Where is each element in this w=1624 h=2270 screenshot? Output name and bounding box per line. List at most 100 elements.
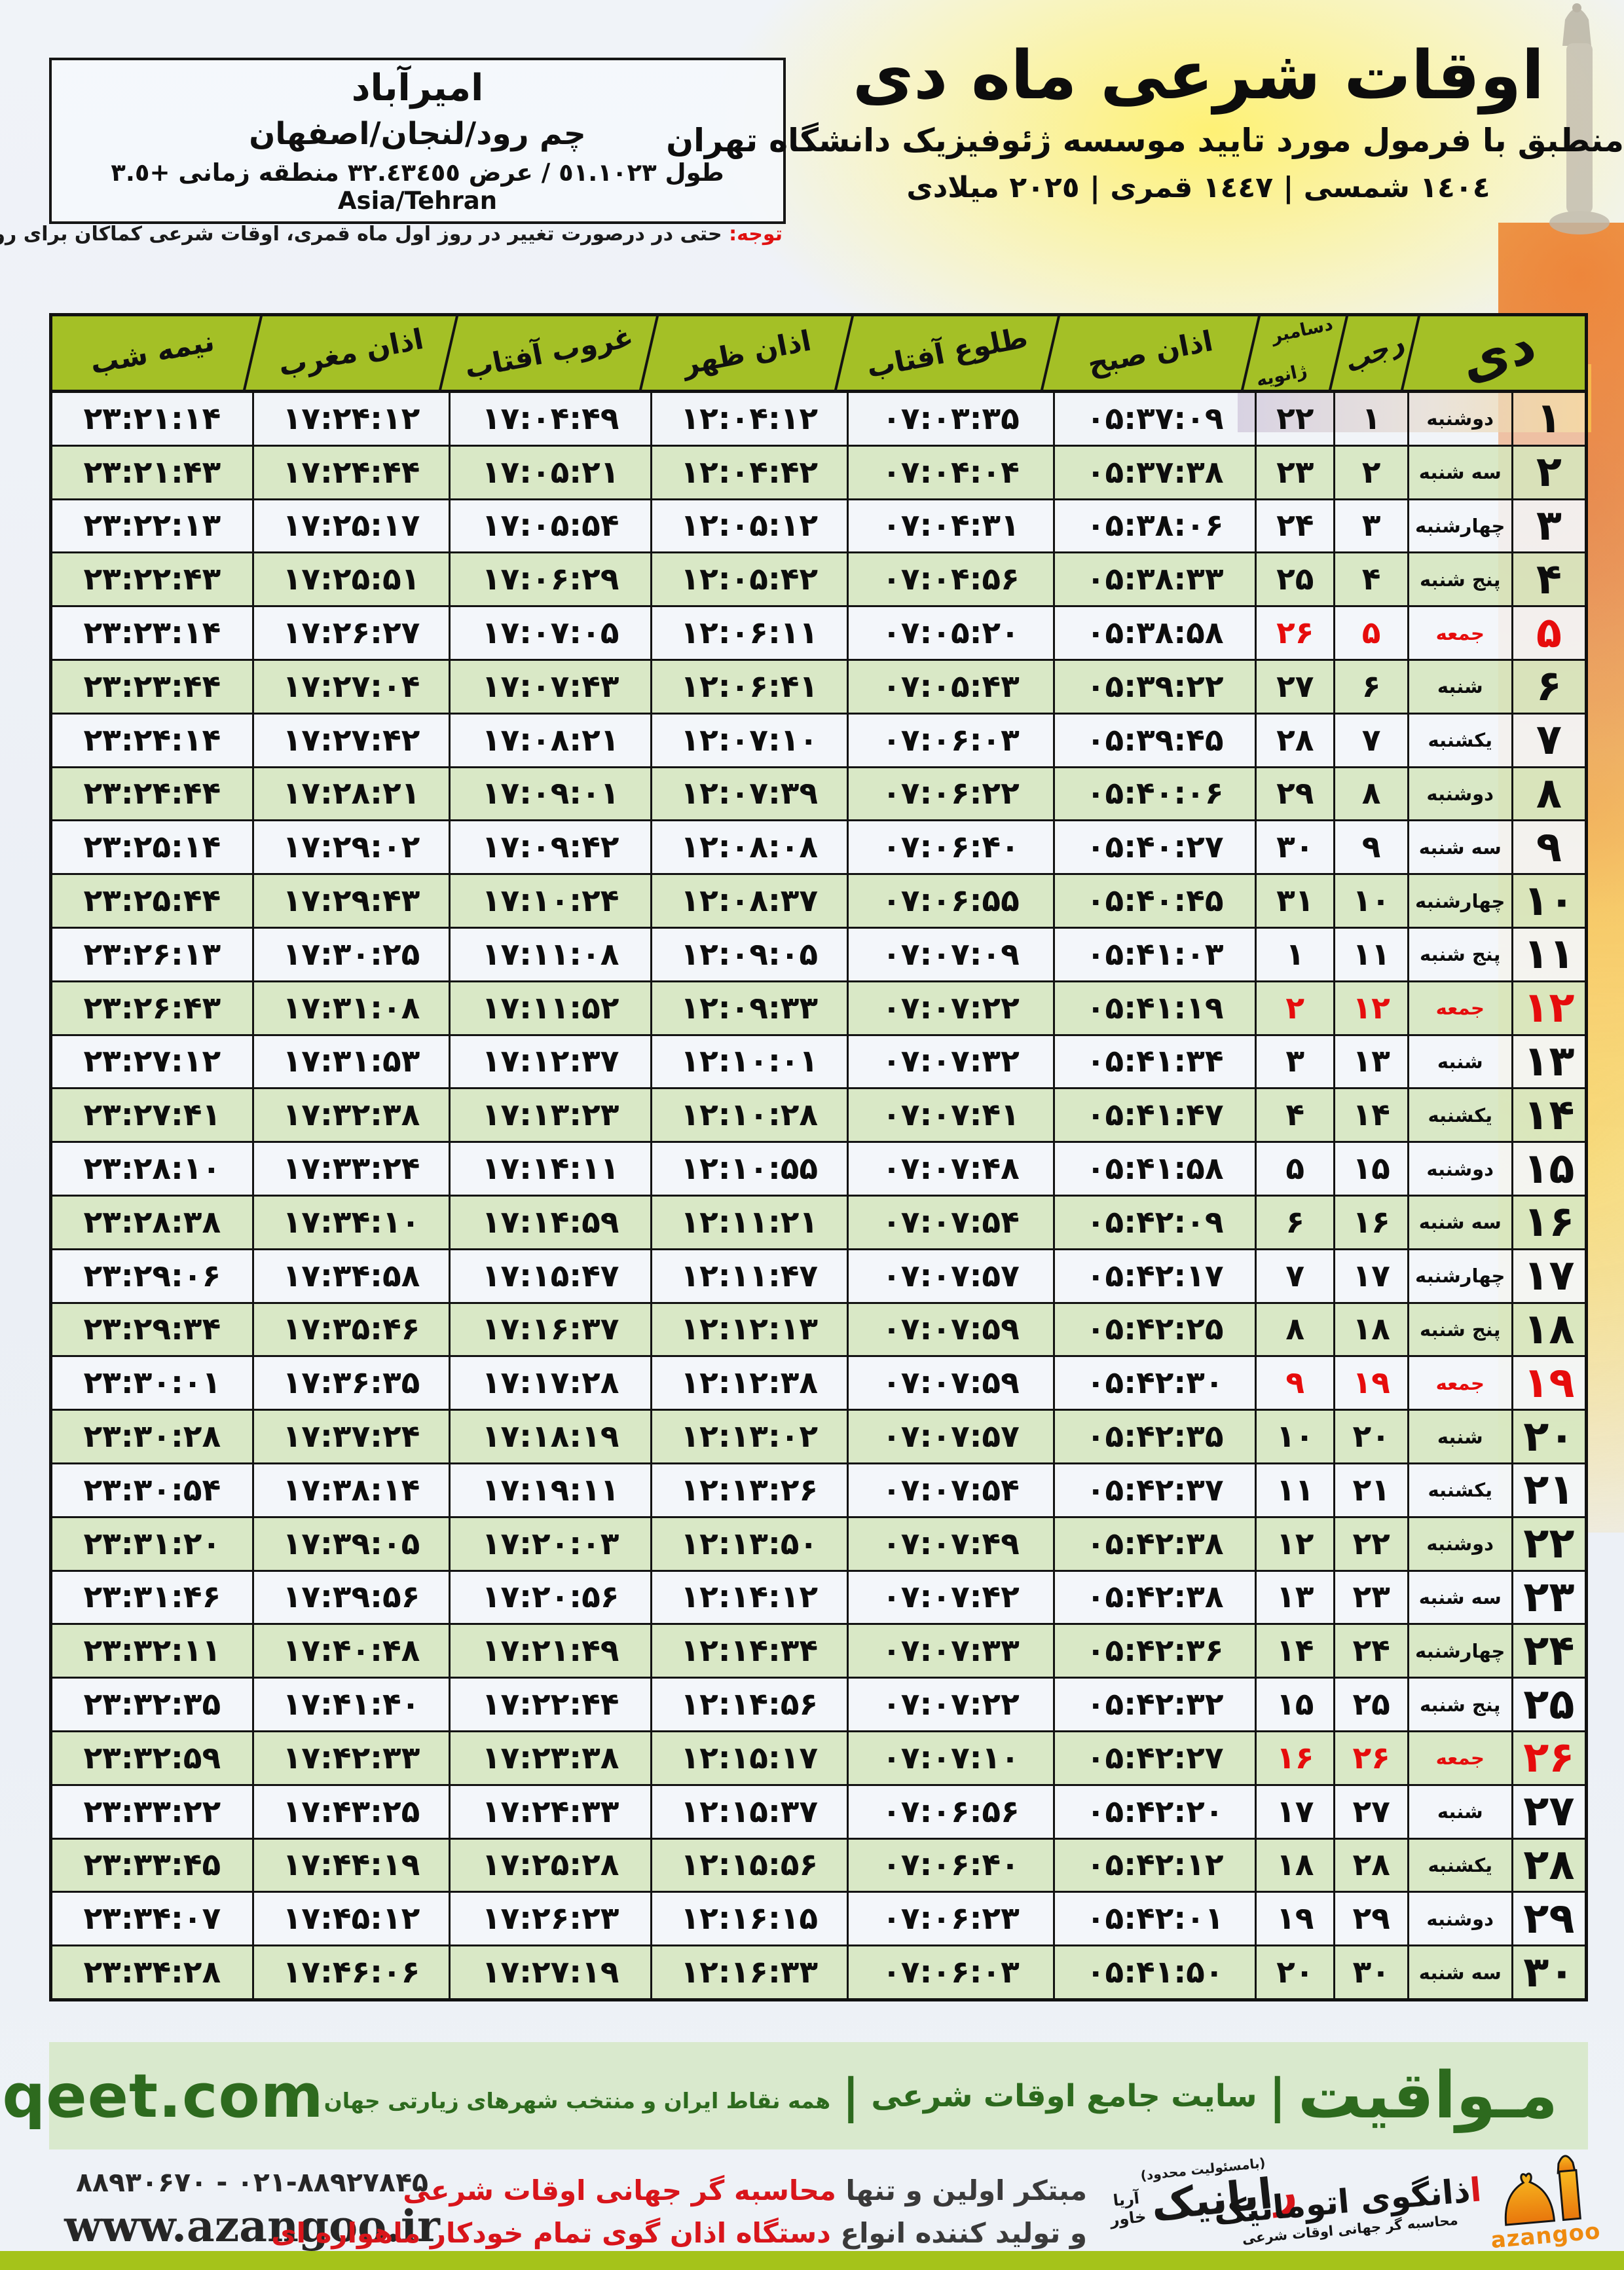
rajab-day-cell: ۲۲ — [1333, 1517, 1407, 1570]
weekday-cell: یکشنبه — [1407, 1839, 1511, 1891]
azan-sobh-cell: ۰۵:۳۹:۴۵ — [1053, 714, 1255, 766]
azan-zohr-cell: ۱۲:۱۶:۱۵ — [650, 1893, 847, 1945]
dey-day-cell: ۲۵ — [1511, 1679, 1585, 1730]
sunset-cell: ۱۷:۲۱:۴۹ — [449, 1625, 650, 1677]
azan-maghreb-cell: ۱۷:۴۶:۰۶ — [251, 1946, 449, 1998]
sunset-cell: ۱۷:۱۸:۱۹ — [449, 1411, 650, 1462]
midnight-cell: ۲۳:۳۰:۲۸ — [52, 1411, 252, 1462]
rajab-day-cell: ۱۰ — [1333, 875, 1407, 927]
header-january-label: ژانویه — [1254, 360, 1309, 391]
sunrise-cell: ۰۷:۰۷:۵۹ — [846, 1303, 1054, 1356]
azan-zohr-cell: ۱۲:۰۴:۴۲ — [650, 446, 847, 498]
azan-maghreb-cell: ۱۷:۳۱:۰۸ — [251, 982, 449, 1034]
midnight-cell: ۲۳:۳۰:۰۱ — [52, 1357, 252, 1409]
gregorian-day-cell: ۱۴ — [1255, 1625, 1334, 1677]
gregorian-day-cell: ۲۴ — [1255, 500, 1334, 552]
gregorian-day-cell: ۳۰ — [1255, 821, 1334, 874]
table-row: ۸ دوشنبه ۸ ۲۹ ۰۵:۴۰:۰۶ ۰۷:۰۶:۲۲ ۱۲:۰۷:۳۹… — [52, 766, 1585, 820]
rajab-day-cell: ۱ — [1333, 393, 1407, 445]
gregorian-day-cell: ۱۳ — [1255, 1571, 1334, 1624]
table-row: ۱۳ شنبه ۱۳ ۳ ۰۵:۴۱:۳۴ ۰۷:۰۷:۳۲ ۱۲:۱۰:۰۱ … — [52, 1033, 1585, 1088]
table-body: ۱ دوشنبه ۱ ۲۲ ۰۵:۳۷:۰۹ ۰۷:۰۳:۳۵ ۱۲:۰۴:۱۲… — [52, 393, 1585, 1998]
azan-zohr-cell: ۱۲:۱۰:۰۱ — [650, 1035, 847, 1088]
weekday-cell: جمعه — [1407, 982, 1511, 1034]
header-dey: دی — [1411, 313, 1585, 393]
sunset-cell: ۱۷:۱۲:۳۷ — [449, 1035, 650, 1088]
header-rajab: رجب — [1338, 316, 1411, 390]
promo-line-2-black: و تولید کننده انواع — [830, 2217, 1087, 2250]
gregorian-day-cell: ۱۹ — [1255, 1893, 1334, 1945]
table-row: ۱۸ پنج شنبه ۱۸ ۸ ۰۵:۴۲:۲۵ ۰۷:۰۷:۵۹ ۱۲:۱۲… — [52, 1301, 1585, 1356]
promo-text: مبتکر اولین و تنها محاسبه گر جهانی اوقات… — [271, 2169, 1087, 2254]
azan-zohr-cell: ۱۲:۱۵:۳۷ — [650, 1785, 847, 1838]
table-row: ۷ یکشنبه ۷ ۲۸ ۰۵:۳۹:۴۵ ۰۷:۰۶:۰۳ ۱۲:۰۷:۱۰… — [52, 712, 1585, 766]
table-row: ۳ چهارشنبه ۳ ۲۴ ۰۵:۳۸:۰۶ ۰۷:۰۴:۳۱ ۱۲:۰۵:… — [52, 498, 1585, 552]
sunrise-cell: ۰۷:۰۴:۵۶ — [846, 553, 1054, 606]
azan-sobh-cell: ۰۵:۴۲:۰۱ — [1053, 1893, 1255, 1945]
midnight-cell: ۲۳:۲۵:۱۴ — [52, 821, 252, 874]
header-sunrise-label: طلوع آفتاب — [864, 321, 1031, 385]
midnight-cell: ۲۳:۲۲:۴۳ — [52, 553, 252, 606]
azan-maghreb-cell: ۱۷:۴۲:۳۳ — [251, 1732, 449, 1784]
sunrise-cell: ۰۷:۰۶:۰۳ — [846, 714, 1054, 766]
rajab-day-cell: ۲۸ — [1333, 1839, 1407, 1891]
weekday-cell: سه شنبه — [1407, 1946, 1511, 1998]
azan-zohr-cell: ۱۲:۱۰:۲۸ — [650, 1089, 847, 1142]
azan-zohr-cell: ۱۲:۱۵:۵۶ — [650, 1839, 847, 1891]
weekday-cell: شنبه — [1407, 1785, 1511, 1838]
sunrise-cell: ۰۷:۰۴:۰۴ — [846, 446, 1054, 498]
sunrise-cell: ۰۷:۰۷:۴۸ — [846, 1143, 1054, 1195]
azan-maghreb-cell: ۱۷:۳۲:۳۸ — [251, 1089, 449, 1142]
gregorian-day-cell: ۲۵ — [1255, 553, 1334, 606]
weekday-cell: یکشنبه — [1407, 714, 1511, 766]
gregorian-day-cell: ۸ — [1255, 1303, 1334, 1356]
azan-zohr-cell: ۱۲:۰۹:۳۳ — [650, 982, 847, 1034]
calendar-years: ١٤٠٤ شمسی | ١٤٤٧ قمری | ٢٠٢٥ میلادی — [906, 170, 1490, 204]
rajab-day-cell: ۲۰ — [1333, 1411, 1407, 1462]
azan-zohr-cell: ۱۲:۰۴:۱۲ — [650, 393, 847, 445]
azan-maghreb-cell: ۱۷:۳۸:۱۴ — [251, 1464, 449, 1516]
location-name: امیرآباد — [351, 67, 484, 109]
header-azan-sobh: اذان صبح — [1050, 316, 1251, 390]
rajab-day-cell: ۹ — [1333, 821, 1407, 874]
mavaqeet-bar: مـواقیت | سایت جامع اوقات شرعی | همه نقا… — [0, 2042, 1588, 2149]
azan-sobh-cell: ۰۵:۳۷:۰۹ — [1053, 393, 1255, 445]
page-subtitle: منطبق با فرمول مورد تایید موسسه ژئوفیزیک… — [666, 121, 1624, 159]
sunset-cell: ۱۷:۱۴:۱۱ — [449, 1143, 650, 1195]
gregorian-day-cell: ۶ — [1255, 1196, 1334, 1248]
dey-day-cell: ۲۷ — [1511, 1785, 1585, 1838]
azan-sobh-cell: ۰۵:۴۱:۳۴ — [1053, 1035, 1255, 1088]
sunrise-cell: ۰۷:۰۷:۰۹ — [846, 928, 1054, 980]
weekday-cell: پنج شنبه — [1407, 1679, 1511, 1730]
header-rajab-label: رجب — [1340, 326, 1409, 380]
midnight-cell: ۲۳:۳۰:۵۴ — [52, 1464, 252, 1516]
azan-zohr-cell: ۱۲:۰۶:۴۱ — [650, 660, 847, 713]
rayanik-side-words: آریا خاور — [1107, 2189, 1147, 2230]
dey-day-cell: ۱۰ — [1511, 875, 1585, 927]
dey-day-cell: ۱ — [1511, 393, 1585, 445]
weekday-cell: جمعه — [1407, 1357, 1511, 1409]
weekday-cell: شنبه — [1407, 660, 1511, 713]
azan-maghreb-cell: ۱۷:۳۵:۴۶ — [251, 1303, 449, 1356]
dey-day-cell: ۱۸ — [1511, 1303, 1585, 1356]
azan-maghreb-cell: ۱۷:۲۴:۱۲ — [251, 393, 449, 445]
azan-sobh-cell: ۰۵:۴۱:۱۹ — [1053, 982, 1255, 1034]
midnight-cell: ۲۳:۲۴:۴۴ — [52, 768, 252, 820]
azan-sobh-cell: ۰۵:۴۱:۵۸ — [1053, 1143, 1255, 1195]
minaret-illustration-icon — [1549, 3, 1610, 234]
table-row: ۲۳ سه شنبه ۲۳ ۱۳ ۰۵:۴۲:۳۸ ۰۷:۰۷:۴۲ ۱۲:۱۴… — [52, 1569, 1585, 1624]
gregorian-day-cell: ۳ — [1255, 1035, 1334, 1088]
azan-maghreb-cell: ۱۷:۲۶:۲۷ — [251, 607, 449, 659]
table-row: ۱۲ جمعه ۱۲ ۲ ۰۵:۴۱:۱۹ ۰۷:۰۷:۲۲ ۱۲:۰۹:۳۳ … — [52, 980, 1585, 1034]
sunrise-cell: ۰۷:۰۶:۴۰ — [846, 821, 1054, 874]
table-row: ۲ سه شنبه ۲ ۲۳ ۰۵:۳۷:۳۸ ۰۷:۰۴:۰۴ ۱۲:۰۴:۴… — [52, 444, 1585, 498]
sunrise-cell: ۰۷:۰۶:۰۳ — [846, 1946, 1054, 1998]
sunrise-cell: ۰۷:۰۷:۱۰ — [846, 1732, 1054, 1784]
gregorian-day-cell: ۲۲ — [1255, 393, 1334, 445]
azan-sobh-cell: ۰۵:۴۲:۲۷ — [1053, 1732, 1255, 1784]
sunset-cell: ۱۷:۰۹:۰۱ — [449, 768, 650, 820]
azan-maghreb-cell: ۱۷:۳۷:۲۴ — [251, 1411, 449, 1462]
rajab-day-cell: ۲۴ — [1333, 1625, 1407, 1677]
table-row: ۴ پنج شنبه ۴ ۲۵ ۰۵:۳۸:۳۳ ۰۷:۰۴:۵۶ ۱۲:۰۵:… — [52, 551, 1585, 606]
